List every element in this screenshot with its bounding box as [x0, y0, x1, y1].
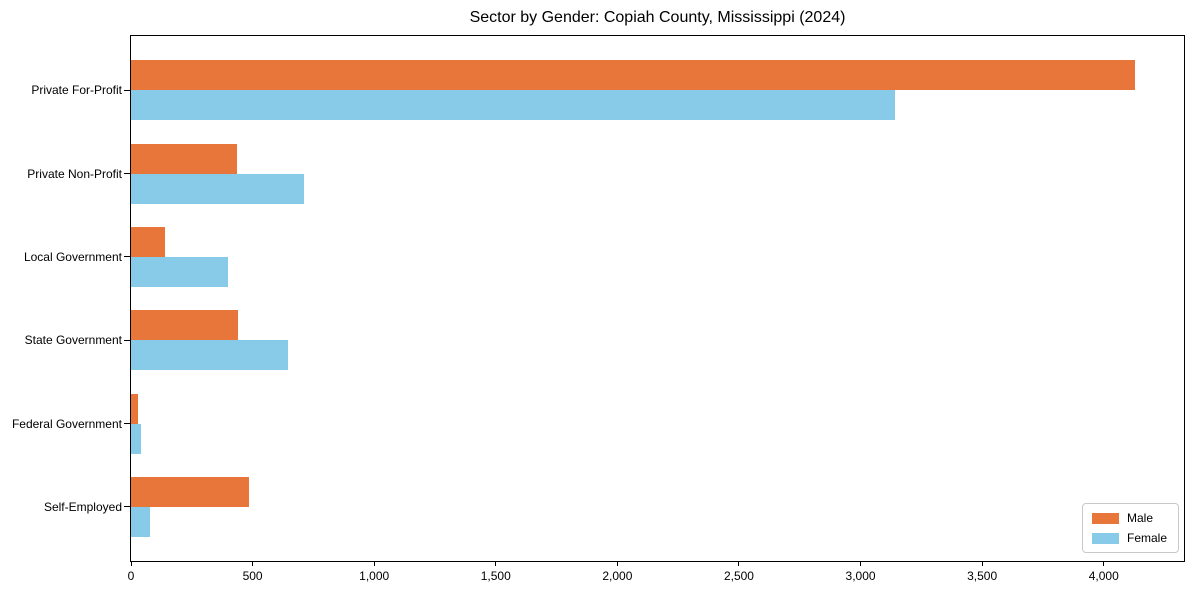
legend-entry-female: Female	[1091, 531, 1167, 545]
y-tick-mark	[124, 173, 130, 174]
plot-area: Male Female 0 500 1,000 1,500 2,000 2,500 3,00…	[12, 35, 1185, 583]
legend: Male Female	[1081, 503, 1179, 553]
y-tick-label: Private Non-Profit	[27, 166, 122, 181]
legend-label-female: Female	[1126, 531, 1167, 545]
legend-label-male: Male	[1126, 511, 1153, 525]
bar-male-1	[131, 143, 237, 174]
x-tick-label: 0	[127, 569, 135, 583]
bar-female-4	[131, 423, 141, 454]
bar-male-5	[131, 476, 249, 507]
x-tick-mark	[373, 561, 375, 566]
x-tick-label: 3,000	[845, 569, 876, 583]
x-tick-mark	[252, 561, 254, 566]
y-tick-mark	[124, 256, 130, 258]
bar-male-4	[131, 393, 139, 424]
x-tick-mark	[130, 561, 132, 566]
y-tick-mark	[124, 506, 130, 508]
legend-swatch-female	[1091, 532, 1119, 544]
y-tick-label: Federal Government	[11, 416, 122, 431]
bar-female-5	[131, 506, 151, 537]
x-tick-mark	[981, 561, 983, 566]
bar-male-3	[131, 310, 238, 341]
x-tick-mark	[738, 561, 740, 566]
bar-female-0	[131, 90, 895, 121]
legend-swatch-male	[1091, 512, 1119, 524]
y-tick-label: Private For-Profit	[31, 83, 122, 98]
bar-female-1	[131, 173, 304, 204]
x-tick-label: 500	[242, 569, 263, 583]
x-tick-mark	[495, 561, 497, 566]
bar-female-2	[131, 256, 229, 287]
x-tick-mark	[616, 561, 618, 566]
x-tick-label: 4,000	[1088, 569, 1119, 583]
x-tick-label: 1,000	[359, 569, 390, 583]
x-tick-label: 1,500	[480, 569, 511, 583]
bar-female-3	[131, 340, 288, 371]
x-tick-label: 2,000	[602, 569, 633, 583]
x-tick-mark	[1103, 561, 1105, 566]
y-tick-mark	[124, 423, 130, 424]
legend-entry-male: Male	[1091, 511, 1167, 525]
chart-title: Sector by Gender: Copiah County, Mississ…	[469, 9, 846, 26]
bar-male-0	[131, 60, 1136, 91]
x-tick-label: 3,500	[967, 569, 998, 583]
x-tick-mark	[860, 561, 862, 566]
y-tick-mark	[124, 89, 130, 91]
y-tick-label: Self-Employed	[43, 499, 122, 514]
x-tick-label: 2,500	[723, 569, 754, 583]
y-tick-mark	[124, 339, 130, 341]
y-tick-label: Local Government	[23, 249, 122, 264]
y-tick-label: State Government	[24, 333, 122, 348]
bar-male-2	[131, 226, 166, 257]
